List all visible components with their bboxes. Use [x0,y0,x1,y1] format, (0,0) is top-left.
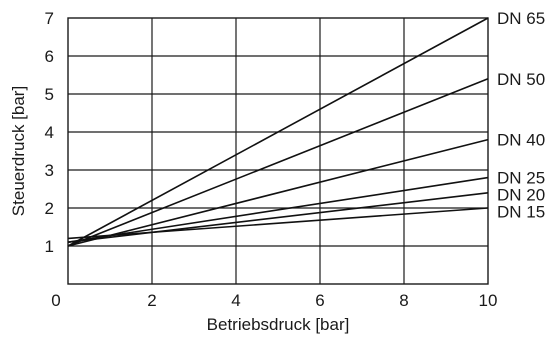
y-tick-label: 7 [45,9,54,28]
series-label: DN 25 [497,169,545,188]
series-label: DN 15 [497,203,545,222]
series-line-dn-25 [67,176,489,243]
x-tick-label: 8 [399,291,408,310]
y-tick-label: 5 [45,85,54,104]
series-lines [67,17,489,247]
y-tick-label: 1 [45,237,54,256]
y-tick-label: 6 [45,47,54,66]
grid [67,17,489,285]
x-tick-label: 10 [479,291,498,310]
x-tick-label: 4 [231,291,240,310]
x-tick-label: 2 [147,291,156,310]
series-line-dn-15 [67,207,489,240]
x-tick-label: 6 [315,291,324,310]
y-tick-label: 4 [45,123,54,142]
y-axis-title: Steuerdruck [bar] [9,86,28,216]
series-label: DN 20 [497,186,545,205]
x-tick-label: 0 [51,291,60,310]
y-tick-label: 3 [45,161,54,180]
series-label: DN 65 [497,9,545,28]
x-axis-title: Betriebsdruck [bar] [207,315,350,334]
series-label: DN 40 [497,131,545,150]
series-line-dn-65 [67,17,489,247]
y-tick-label: 2 [45,199,54,218]
series-line-dn-40 [67,138,489,247]
series-label: DN 50 [497,70,545,89]
series-line-dn-20 [67,192,489,243]
series-line-dn-50 [67,78,489,247]
plot-frame [67,17,489,285]
